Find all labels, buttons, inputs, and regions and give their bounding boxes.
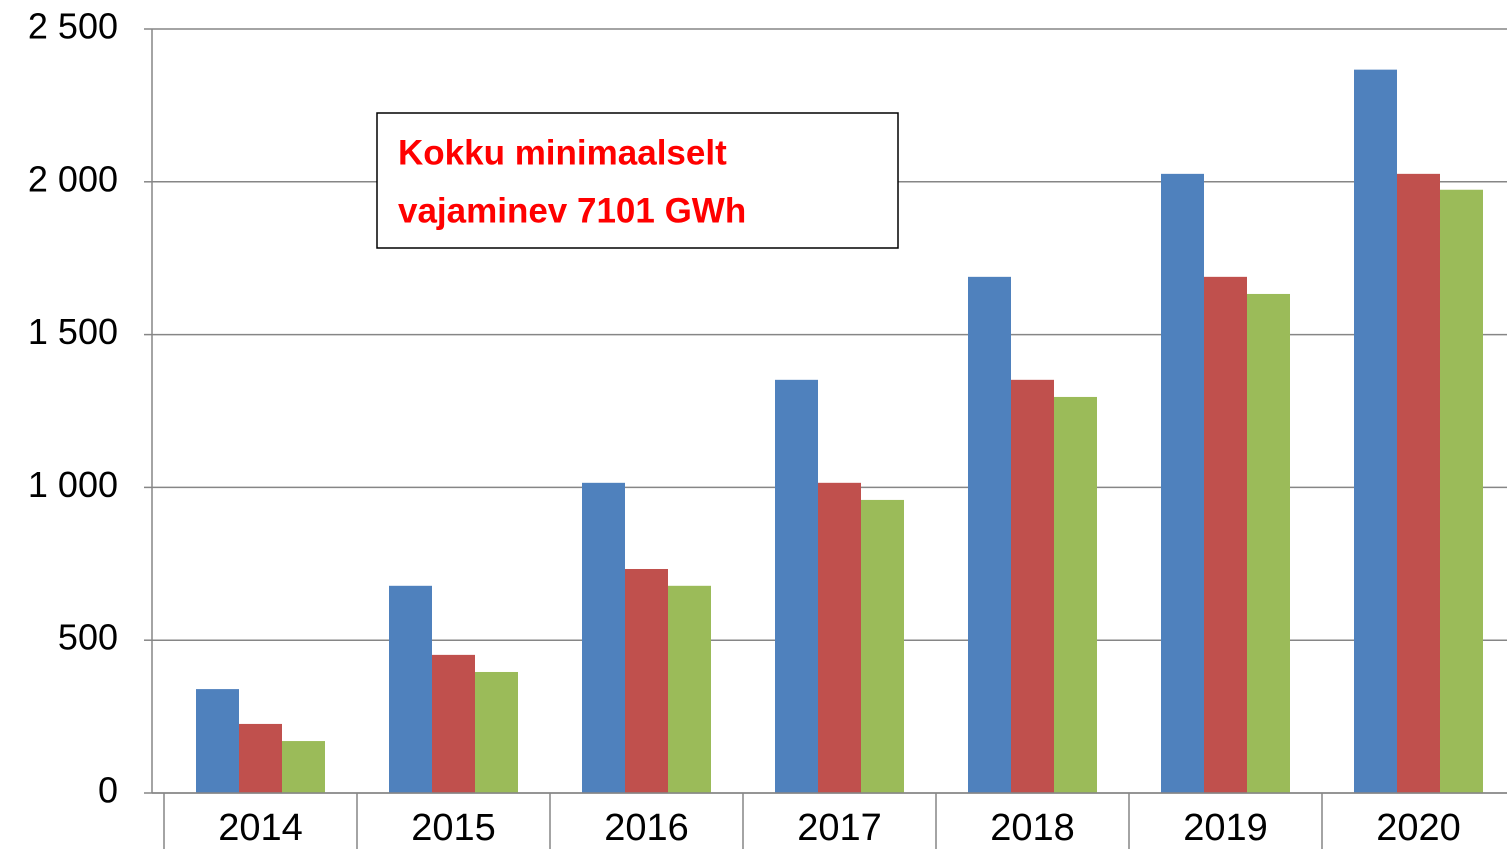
bars xyxy=(196,69,1483,794)
y-tick-label: 1 000 xyxy=(28,464,118,505)
bar xyxy=(1247,293,1290,793)
annotation-box xyxy=(376,112,899,249)
bar xyxy=(432,654,475,793)
x-tick-label: 2017 xyxy=(797,807,882,849)
bar xyxy=(196,689,239,793)
bar xyxy=(625,568,668,793)
x-tick-label: 2015 xyxy=(411,807,496,849)
bar xyxy=(1054,396,1097,793)
bar xyxy=(389,585,432,793)
bar xyxy=(818,482,861,793)
x-tick-label: 2014 xyxy=(218,807,303,849)
bar xyxy=(239,723,282,793)
y-tick-label: 1 500 xyxy=(28,311,118,352)
bar xyxy=(475,671,518,793)
bar xyxy=(582,482,625,793)
x-tick-label: 2016 xyxy=(604,807,689,849)
y-tick-label: 2 000 xyxy=(28,158,118,199)
bar xyxy=(968,276,1011,793)
bar xyxy=(1204,276,1247,793)
bar xyxy=(668,585,711,793)
bar xyxy=(282,741,325,793)
bar xyxy=(1161,173,1204,794)
bar xyxy=(861,499,904,793)
annotation-line: vajaminev 7101 GWh xyxy=(398,191,746,230)
bar xyxy=(1440,189,1483,793)
axes: 0 500 1 000 1 500 2 000 2 500 2014 2015 2016 2017… xyxy=(28,6,1507,849)
x-tick-label: 2020 xyxy=(1376,807,1461,849)
y-tick-label: 2 500 xyxy=(28,6,118,47)
bar xyxy=(775,379,818,793)
y-tick-label: 0 xyxy=(98,770,118,811)
x-tick-label: 2019 xyxy=(1183,807,1268,849)
annotation-line: Kokku minimaalselt xyxy=(398,133,727,172)
bar xyxy=(1354,69,1397,794)
x-tick-label: 2018 xyxy=(990,807,1075,849)
y-tick-label: 500 xyxy=(58,617,118,658)
bar xyxy=(1397,173,1440,794)
bar xyxy=(1011,379,1054,793)
